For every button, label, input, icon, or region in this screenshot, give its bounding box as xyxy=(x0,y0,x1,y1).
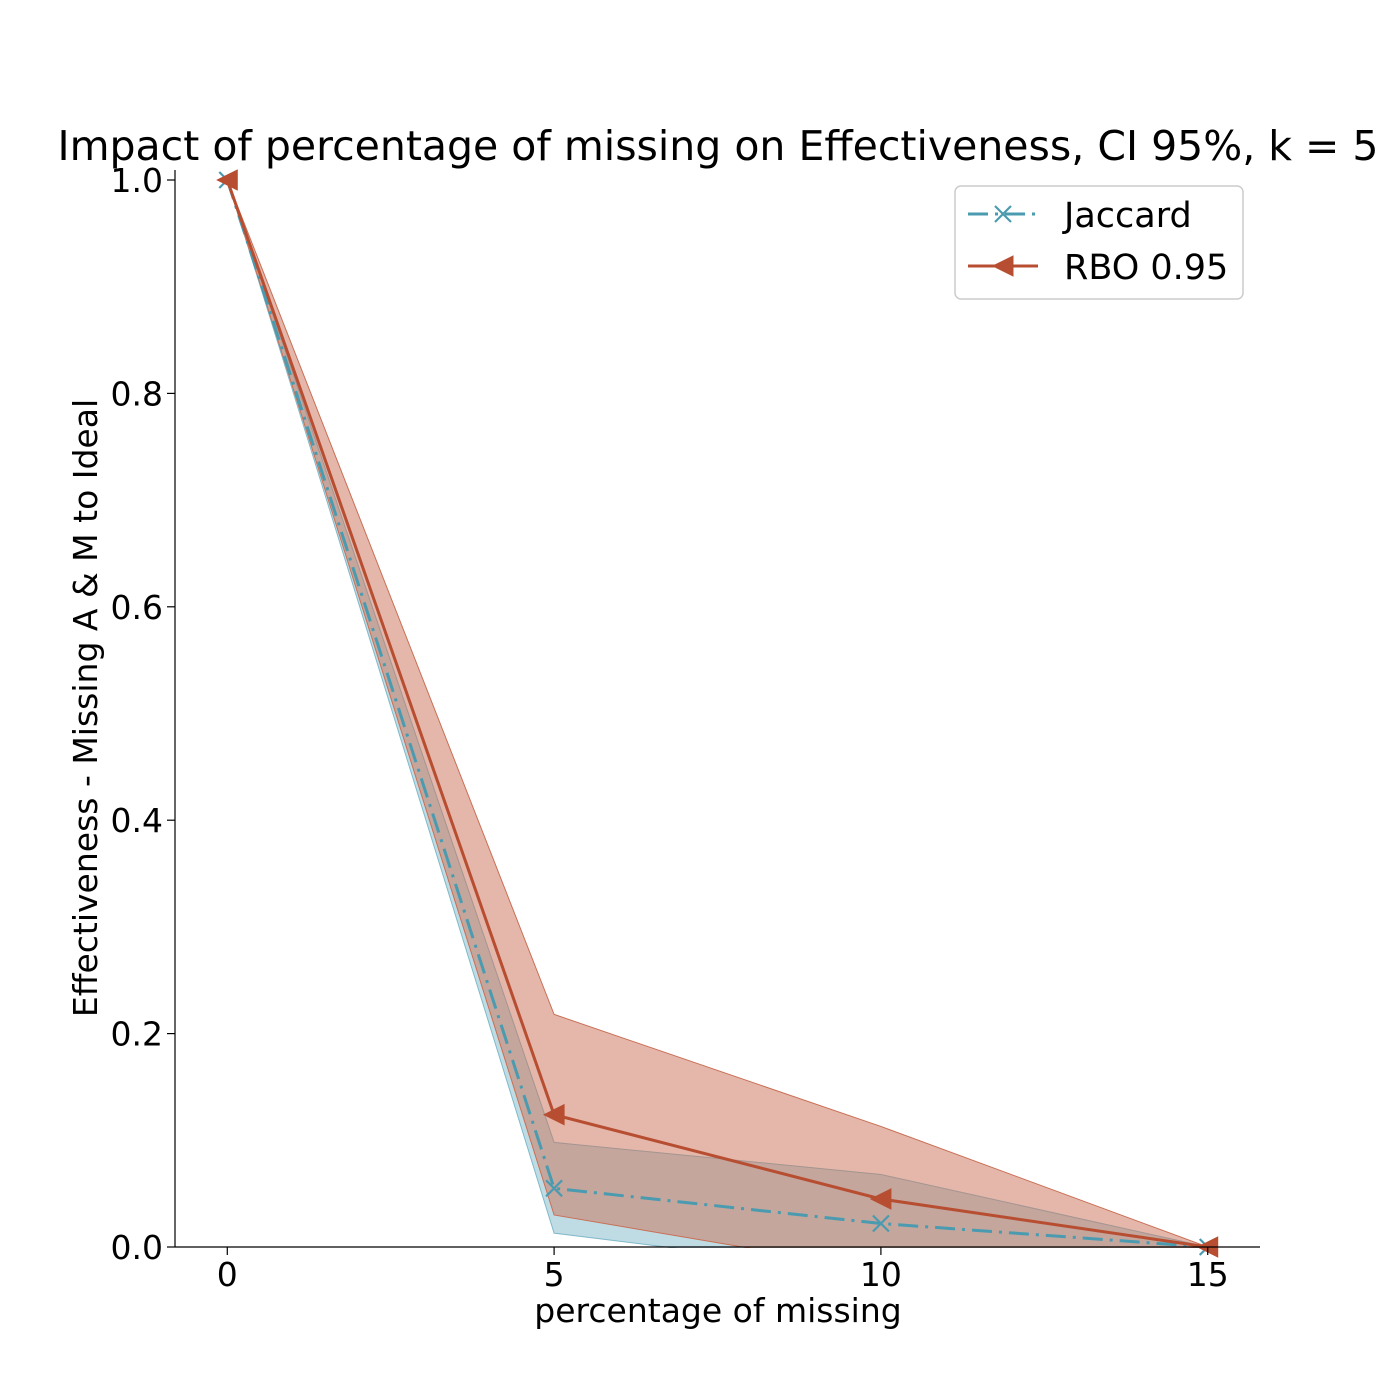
x-axis-label: percentage of missing xyxy=(534,1291,901,1330)
y-ticks: 0.0 0.2 0.4 0.6 0.8 1.0 xyxy=(111,161,175,1267)
rbo-0-95-ci-band xyxy=(226,179,1208,1248)
jaccard-point xyxy=(545,1179,563,1198)
rbo-0-95-point xyxy=(542,1103,565,1126)
x-tick-label: 15 xyxy=(1187,1255,1229,1294)
jaccard-point xyxy=(872,1214,890,1233)
series-markers xyxy=(216,169,1219,1258)
y-axis-label: Effectiveness - Missing A & M to Ideal xyxy=(66,399,105,1017)
legend-jaccard-label: Jaccard xyxy=(1062,196,1192,236)
rbo-0-95-point xyxy=(869,1188,892,1210)
y-tick-label: 0.0 xyxy=(111,1228,163,1267)
x-tick-label: 5 xyxy=(544,1255,565,1294)
rbo-0-95-point xyxy=(216,169,238,191)
series-lines xyxy=(225,179,1208,1248)
y-tick-label: 0.6 xyxy=(111,588,163,627)
y-tick-label: 0.8 xyxy=(111,374,163,413)
x-ticks: 0 5 10 15 xyxy=(217,1247,1229,1294)
ci-bands xyxy=(226,179,1208,1248)
jaccard-line xyxy=(225,179,1208,1248)
legend-jaccard-marker xyxy=(994,205,1012,223)
y-tick-label: 0.4 xyxy=(111,801,163,840)
legend-rbo-0-95-label: RBO 0.95 xyxy=(1064,248,1228,288)
y-tick-label: 0.2 xyxy=(111,1015,163,1054)
chart-title: Impact of percentage of missing on Effec… xyxy=(57,122,1378,170)
legend-frame xyxy=(954,185,1244,300)
legend-rbo-0-95-marker xyxy=(991,255,1014,277)
x-tick-label: 10 xyxy=(860,1255,902,1294)
legend: Jaccard RBO 0.95 xyxy=(954,185,1244,300)
rbo-0-95-line xyxy=(225,179,1208,1248)
x-tick-label: 0 xyxy=(217,1255,238,1294)
y-tick-label: 1.0 xyxy=(111,161,163,200)
